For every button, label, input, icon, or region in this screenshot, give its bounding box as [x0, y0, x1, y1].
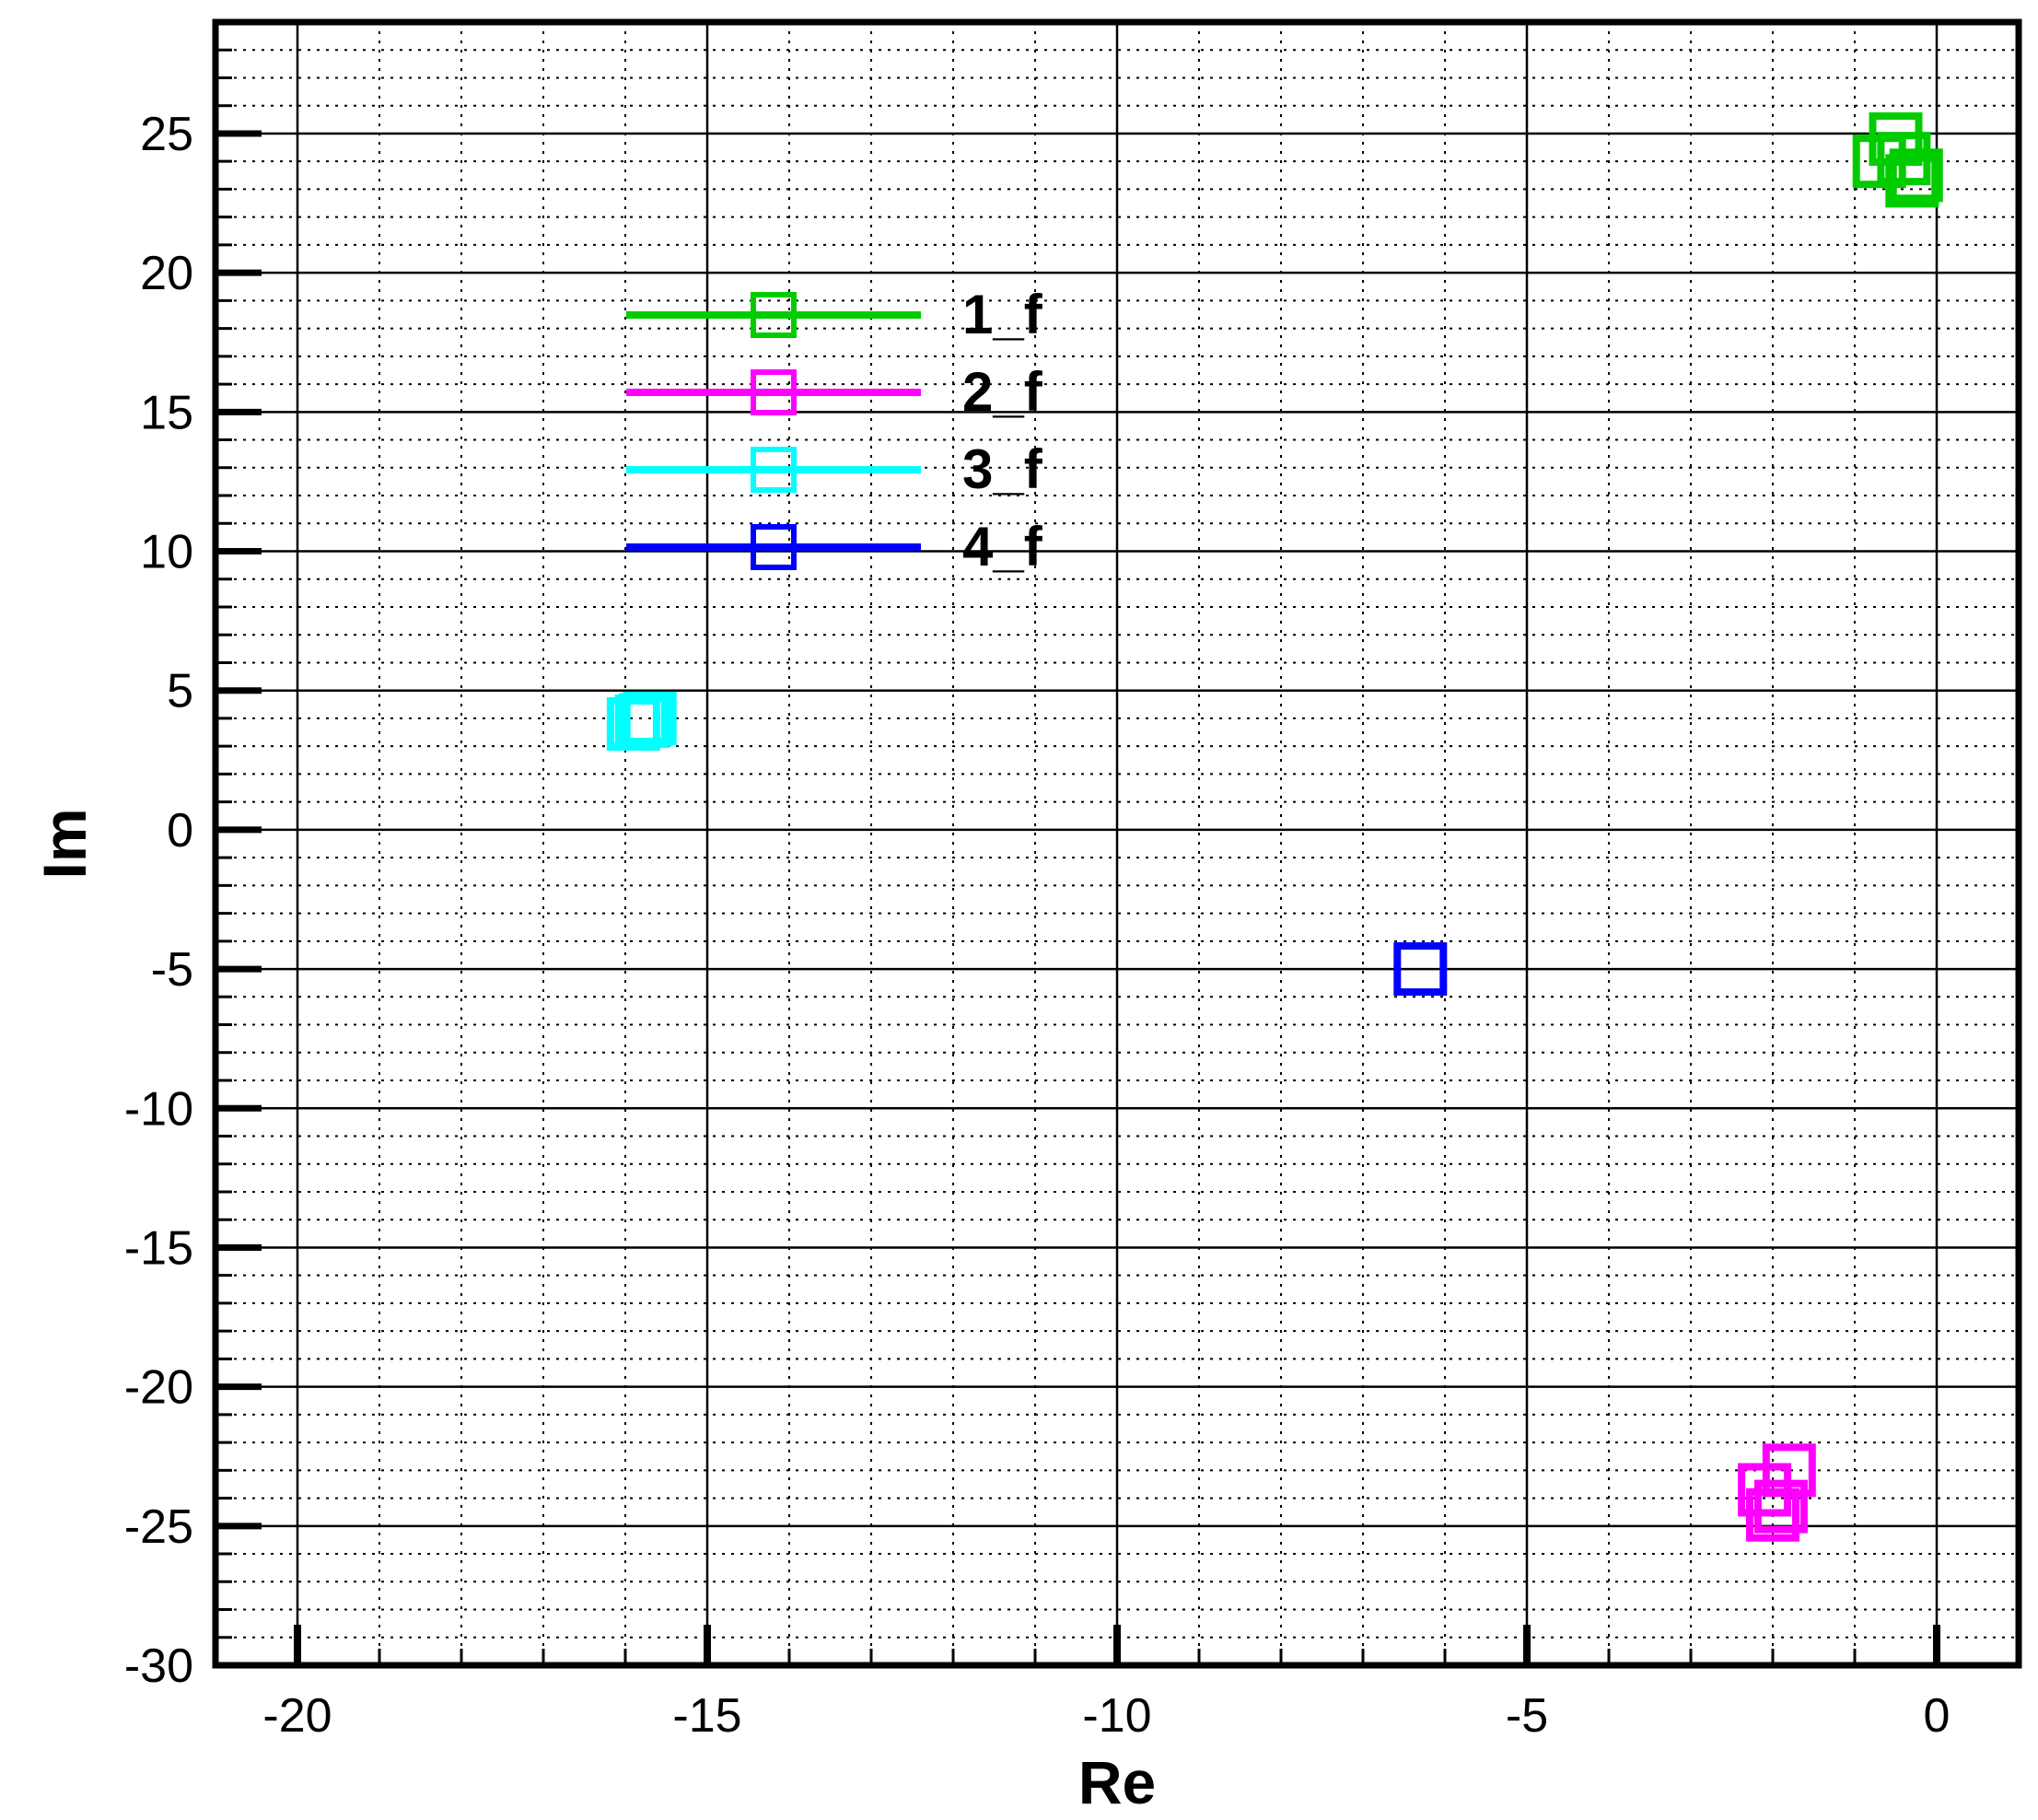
legend-marker-3_f — [751, 447, 797, 493]
y-tick-label: -5 — [151, 943, 193, 997]
y-tick-label: 0 — [167, 804, 193, 858]
y-tick-labels: 25 20 15 10 5 0 -5 -10 -15 -20 -25 -30 — [124, 108, 193, 1693]
y-tick-label: -25 — [124, 1500, 193, 1554]
legend-label-4_f: 4_f — [962, 516, 1043, 578]
x-tick-label: -20 — [262, 1689, 332, 1743]
y-tick-label: -15 — [124, 1221, 193, 1275]
x-tick-label: -15 — [672, 1689, 741, 1743]
legend-label-1_f: 1_f — [962, 284, 1043, 345]
data-point-3_f — [606, 696, 660, 751]
y-tick-label: -20 — [124, 1361, 193, 1415]
plot-frame — [212, 18, 2022, 1669]
legend: 1_f 2_f 3_f 4_f — [626, 284, 1043, 578]
y-tick-label: -30 — [124, 1639, 193, 1693]
legend-marker-2_f — [751, 369, 797, 415]
data-point-3_f — [619, 693, 673, 747]
legend-label-3_f: 3_f — [962, 438, 1043, 500]
y-tick-label: -10 — [124, 1082, 193, 1136]
y-axis-title: Im — [30, 808, 99, 879]
data-point-2_f — [1746, 1488, 1799, 1542]
x-tick-labels: -20 -15 -10 -5 0 — [262, 1689, 1950, 1743]
x-tick-label: 0 — [1924, 1689, 1951, 1743]
data-point-1_f — [1885, 154, 1939, 208]
y-tick-label: 10 — [140, 526, 193, 579]
legend-marker-1_f — [751, 292, 797, 338]
y-tick-label: 20 — [140, 247, 193, 300]
major-gridlines — [215, 22, 2019, 1667]
y-tick-label: 15 — [140, 386, 193, 439]
y-tick-label: 5 — [167, 665, 193, 718]
data-point-4_f — [1393, 942, 1448, 997]
x-tick-label: -5 — [1506, 1689, 1548, 1743]
data-point-1_f — [1889, 148, 1943, 203]
data-markers — [606, 111, 1943, 1542]
x-tick-label: -10 — [1082, 1689, 1151, 1743]
legend-marker-4_f — [751, 524, 797, 570]
x-axis-title: Re — [1078, 1748, 1156, 1816]
legend-label-2_f: 2_f — [962, 361, 1043, 423]
data-point-2_f — [1753, 1479, 1808, 1534]
y-tick-label: 25 — [140, 108, 193, 161]
